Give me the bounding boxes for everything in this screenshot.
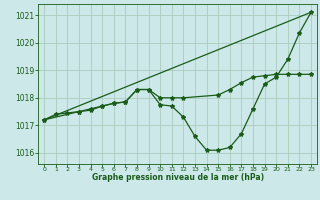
X-axis label: Graphe pression niveau de la mer (hPa): Graphe pression niveau de la mer (hPa) (92, 173, 264, 182)
